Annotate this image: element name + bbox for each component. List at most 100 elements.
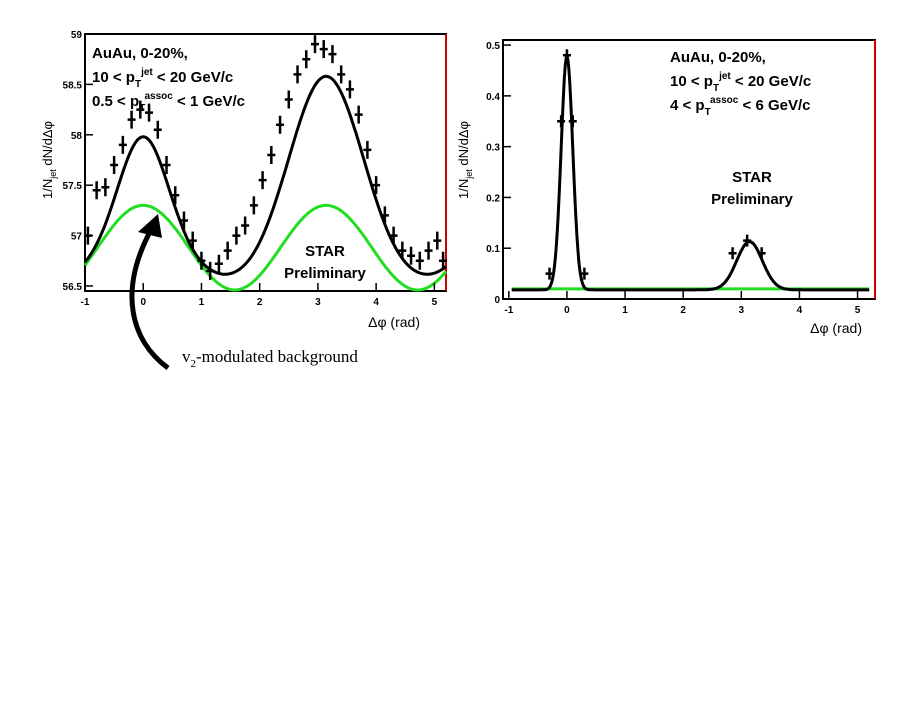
chart1-data-point — [424, 241, 433, 260]
chart2-data-point — [557, 115, 566, 128]
chart2-annotation-line1: AuAu, 0-20%, — [670, 49, 766, 66]
chart1-star-label: STAR — [305, 243, 345, 260]
chart1-x-tick-label: 2 — [257, 297, 263, 308]
chart1-data-point — [328, 45, 337, 64]
chart2-data-point — [562, 49, 571, 62]
chart2-x-tick-label: 5 — [855, 305, 861, 316]
chart2-annotation-line3: 4 < pTassoc < 6 GeV/c — [670, 95, 810, 118]
chart1-annotation-line2: 10 < pTjet < 20 GeV/c — [92, 67, 233, 90]
chart1-data-point — [241, 216, 250, 235]
chart1-data-point — [127, 110, 136, 129]
chart1-x-ticks: -1 0 1 2 3 4 5 — [81, 283, 438, 308]
chart2-fit-curve — [511, 52, 870, 292]
chart2-x-tick-label: 2 — [680, 305, 686, 316]
chart1-data-point — [153, 120, 162, 139]
chart2-xlabel: Δφ (rad) — [810, 320, 862, 336]
chart1-data-point — [232, 226, 241, 245]
chart1-data-point — [118, 135, 127, 154]
chart1-data-point — [214, 254, 223, 273]
chart1-x-tick-label: 5 — [432, 297, 438, 308]
chart1-x-tick-label: 4 — [373, 297, 379, 308]
chart2-fit-path — [511, 52, 870, 292]
chart2-data-point — [743, 234, 752, 247]
chart1-data-point — [276, 115, 285, 134]
chart2-data-point — [568, 115, 577, 128]
chart1-background-path — [83, 203, 448, 292]
chart1-data-point — [162, 156, 171, 175]
chart1-annotation-line3: 0.5 < pTassoc < 1 GeV/c — [92, 91, 245, 114]
chart2-x-tick-label: 3 — [739, 305, 745, 316]
chart1-fit-curve — [83, 74, 447, 276]
chart1-data-point — [258, 171, 267, 190]
chart1-data-point — [415, 251, 424, 270]
chart1-y-tick-label: 58 — [71, 131, 83, 142]
chart1-x-tick-label: 0 — [140, 297, 146, 308]
chart1-data-point — [249, 196, 258, 215]
chart1-data-point — [302, 50, 311, 69]
chart1-data-points — [83, 35, 448, 280]
chart1-y-tick-label: 59 — [71, 30, 83, 41]
chart1-data-point — [380, 206, 389, 225]
chart1-data-point — [284, 90, 293, 109]
chart1-y-tick-label: 57.5 — [63, 181, 83, 192]
chart1-data-point — [223, 241, 232, 260]
chart1-data-point — [345, 80, 354, 99]
chart1-data-point — [293, 65, 302, 84]
arrowhead-icon — [138, 214, 162, 238]
chart1-x-tick-label: 1 — [199, 297, 205, 308]
chart1-data-point — [337, 65, 346, 84]
chart2-x-tick-label: 1 — [622, 305, 628, 316]
chart1-data-point — [179, 211, 188, 230]
chart2-x-ticks: -1 0 1 2 3 4 5 — [504, 291, 861, 316]
chart1-x-tick-label: -1 — [81, 297, 90, 308]
chart2-data-points — [545, 49, 766, 280]
chart2-x-tick-label: -1 — [504, 305, 513, 316]
chart1-x-tick-label: 3 — [315, 297, 321, 308]
chart1-data-point — [145, 103, 154, 122]
chart1-data-point — [92, 181, 101, 200]
chart2-y-tick-label: 0 — [494, 295, 500, 306]
chart1-fit-path — [83, 74, 447, 276]
chart1-data-point — [398, 241, 407, 260]
chart1-y-tick-label: 57 — [71, 232, 83, 243]
chart2-star-label: STAR — [732, 169, 772, 186]
chart2-data-point — [757, 247, 766, 260]
chart1-data-point — [433, 231, 442, 250]
chart1-data-point — [197, 251, 206, 270]
chart1-data-point — [354, 105, 363, 124]
chart1-annotation-line1: AuAu, 0-20%, — [92, 45, 188, 62]
chart2-data-point — [728, 247, 737, 260]
chart1-y-tick-label: 58.5 — [63, 80, 83, 91]
chart1-ylabel: 1/Njet dN/dΔφ — [40, 121, 58, 199]
chart1-data-point — [101, 178, 110, 197]
chart2-x-tick-label: 4 — [797, 305, 803, 316]
chart1-preliminary-label: Preliminary — [284, 265, 366, 282]
chart2-preliminary-label: Preliminary — [711, 191, 793, 208]
chart1-data-point — [310, 35, 319, 54]
chart1-data-point — [110, 156, 119, 175]
chart1-data-point — [171, 186, 180, 205]
chart2-y-tick-label: 0.4 — [486, 92, 500, 103]
chart1-arrow-label: v2-modulated background — [182, 347, 358, 370]
chart1-data-point — [407, 246, 416, 265]
chart2-y-tick-label: 0.1 — [486, 244, 500, 255]
chart1-xlabel: Δφ (rad) — [368, 314, 420, 330]
chart1-data-point — [136, 100, 145, 119]
chart1-data-point — [267, 145, 276, 164]
chart1-y-tick-label: 56.5 — [63, 282, 83, 293]
chart2-x-tick-label: 0 — [564, 305, 570, 316]
chart1-data-point — [439, 251, 448, 270]
chart1-data-point — [372, 176, 381, 195]
chart1-data-point — [319, 40, 328, 59]
chart2-y-tick-label: 0.2 — [486, 193, 500, 204]
chart2-data-point — [580, 267, 589, 280]
chart2-annotation-line2: 10 < pTjet < 20 GeV/c — [670, 71, 811, 94]
chart1-y-ticks: 56.5 57 57.5 58 58.5 59 — [63, 30, 93, 293]
chart2-data-point — [545, 267, 554, 280]
chart1-background-curve — [83, 203, 448, 292]
chart2-y-ticks: 0 0.1 0.2 0.3 0.4 0.5 — [486, 41, 511, 306]
chart1-annotation-arrow — [129, 226, 170, 371]
chart2-y-tick-label: 0.5 — [486, 41, 500, 52]
chart1-data-point — [363, 140, 372, 159]
